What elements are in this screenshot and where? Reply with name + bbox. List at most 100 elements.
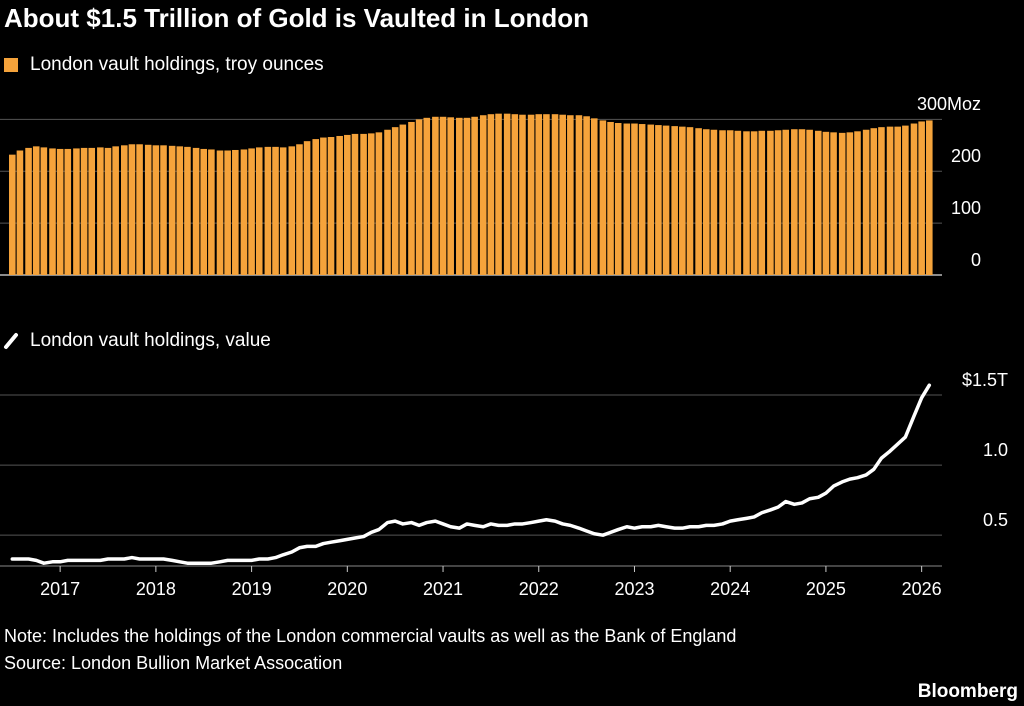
bar (192, 147, 200, 275)
y-tick-label: 0.5 (983, 510, 1008, 530)
bar (391, 127, 399, 275)
chart-title: About $1.5 Trillion of Gold is Vaulted i… (4, 3, 589, 33)
bar (647, 124, 655, 275)
x-tick-label: 2022 (519, 579, 559, 599)
bar (64, 148, 72, 275)
bar (886, 126, 894, 275)
x-tick-label: 2018 (136, 579, 176, 599)
bar (822, 131, 830, 275)
bar (224, 150, 231, 275)
bar (543, 114, 550, 275)
bar (767, 130, 774, 275)
bar (726, 130, 734, 275)
bar (415, 119, 423, 275)
bar (487, 114, 495, 275)
x-tick-label: 2019 (232, 579, 272, 599)
bar (774, 130, 782, 275)
bar (918, 121, 925, 275)
bar (88, 147, 96, 275)
bar (806, 129, 813, 275)
x-tick-label: 2017 (40, 579, 80, 599)
y-tick-label: 300Moz (917, 94, 981, 114)
bar (351, 133, 359, 275)
y-tick-label: 100 (951, 198, 981, 218)
bar (695, 128, 702, 275)
bar (104, 147, 112, 275)
bar (791, 129, 798, 275)
bar (408, 121, 415, 275)
bar (623, 123, 631, 276)
bar (535, 114, 543, 275)
x-tick-label: 2025 (806, 579, 846, 599)
bar (432, 116, 439, 275)
legend-swatch (4, 333, 18, 349)
bar (702, 129, 710, 275)
bar (798, 129, 806, 275)
bar (200, 148, 208, 275)
bar (288, 146, 296, 275)
bar (503, 113, 511, 275)
bar (120, 145, 128, 275)
bar (25, 147, 32, 275)
note: Note: Includes the holdings of the Londo… (4, 626, 736, 646)
bar (910, 123, 918, 276)
bar (638, 124, 646, 275)
bar (830, 132, 837, 275)
legend-swatch (4, 58, 18, 72)
bar (447, 117, 454, 275)
bar (439, 116, 447, 275)
bar (49, 148, 56, 275)
bar (662, 125, 670, 275)
bar (208, 149, 215, 275)
bar (40, 147, 48, 275)
bar (336, 135, 343, 275)
bar (312, 139, 320, 275)
bar (160, 145, 167, 275)
y-tick-label: 1.0 (983, 440, 1008, 460)
bar (750, 131, 758, 275)
bar (384, 129, 391, 275)
bar (862, 129, 870, 275)
bar (479, 115, 487, 275)
bar (136, 144, 143, 275)
bar (176, 146, 184, 275)
bar (686, 127, 694, 275)
bar (495, 113, 502, 275)
bar (264, 146, 272, 275)
bar (344, 134, 351, 275)
x-tick-label: 2026 (902, 579, 942, 599)
bar (575, 115, 583, 275)
bar (511, 114, 519, 275)
bar (456, 117, 463, 275)
bar (240, 149, 248, 275)
bar (168, 145, 176, 275)
bar (614, 123, 622, 275)
bar (327, 137, 335, 275)
x-tick-label: 2021 (423, 579, 463, 599)
bar (56, 148, 64, 275)
bar (679, 126, 686, 275)
bar (519, 114, 526, 275)
bar (152, 145, 160, 275)
bar (655, 125, 662, 275)
bar (878, 127, 885, 275)
bar (567, 115, 574, 275)
bar (758, 130, 766, 275)
bar (399, 124, 407, 275)
bar (926, 120, 933, 275)
bar (854, 131, 861, 275)
bar (184, 146, 191, 275)
bar (631, 123, 638, 276)
bar (360, 133, 367, 275)
bar (423, 117, 431, 275)
bar (870, 128, 878, 275)
bar (814, 130, 822, 275)
legend-label: London vault holdings, troy ounces (30, 54, 324, 75)
bar (9, 154, 16, 275)
y-tick-label: 0 (971, 250, 981, 270)
bar (590, 118, 598, 276)
bar (232, 149, 239, 275)
bar (710, 129, 718, 275)
bar (320, 137, 327, 275)
line (10, 383, 932, 565)
